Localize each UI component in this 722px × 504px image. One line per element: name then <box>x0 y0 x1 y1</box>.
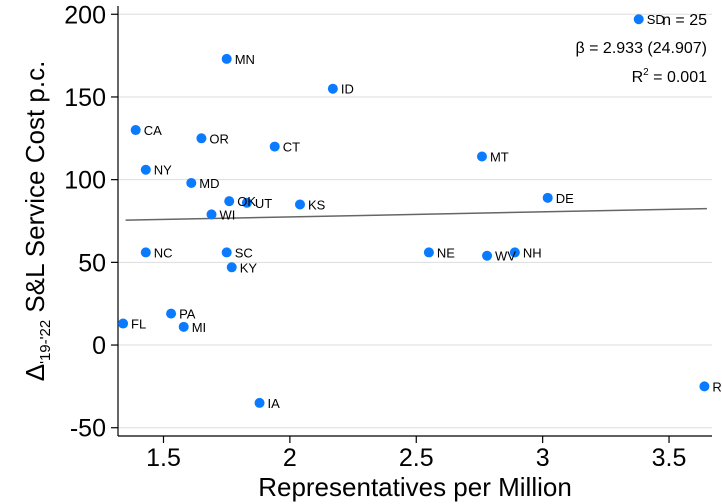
data-point-ky <box>226 262 237 273</box>
data-point-label: WV <box>495 249 516 264</box>
data-point-id <box>327 83 338 94</box>
y-axis-title-delta: Δ <box>20 364 50 381</box>
data-point-mi <box>178 321 189 332</box>
n-annotation: n = 25 <box>662 12 707 29</box>
data-point-label: OK <box>237 194 256 209</box>
r2-letter: R <box>632 69 644 86</box>
data-point-ne <box>423 247 434 258</box>
r2-value: = 0.001 <box>649 69 707 86</box>
x-tick-label: 2.5 <box>399 444 434 472</box>
x-axis-title: Representatives per Million <box>258 472 572 502</box>
data-point-ut <box>241 197 252 208</box>
data-point-label: FL <box>131 317 146 332</box>
y-axis-title-subscript: '19-'22 <box>37 320 54 364</box>
data-point-ri <box>699 381 710 392</box>
data-point-label: SC <box>235 245 253 260</box>
data-point-label: OR <box>209 131 229 146</box>
y-tick-label: 150 <box>64 84 106 112</box>
fit-line <box>125 207 707 221</box>
data-point-label: MT <box>490 150 509 165</box>
beta-annotation: β = 2.933 (24.907) <box>575 40 707 57</box>
data-point-label: KY <box>240 260 258 275</box>
data-point-pa <box>166 308 177 319</box>
x-tick-label: 2 <box>283 444 297 472</box>
data-point-or <box>196 133 207 144</box>
data-point-label: DE <box>556 191 574 206</box>
y-tick-label: -50 <box>70 415 106 443</box>
data-point-label: CA <box>144 123 162 138</box>
data-point-label: RI <box>712 379 722 394</box>
y-tick-label: 200 <box>64 1 106 29</box>
data-point-label: NC <box>154 245 173 260</box>
data-point-label: KS <box>308 197 326 212</box>
data-point-wv <box>482 250 493 261</box>
data-point-label: MI <box>192 320 206 335</box>
data-point-sd <box>633 14 644 25</box>
data-point-ny <box>140 164 151 175</box>
y-axis-title: Δ'19-'22 S&L Service Cost p.c. <box>20 61 54 382</box>
data-point-nc <box>140 247 151 258</box>
y-ticks: -50 0 50 100 150 200 <box>64 1 118 443</box>
data-point-nh <box>509 247 520 258</box>
data-point-ia <box>254 397 265 408</box>
data-point-wi <box>206 209 217 220</box>
data-point-label: MD <box>199 176 219 191</box>
data-point-sc <box>221 247 232 258</box>
x-ticks: 1.5 2 2.5 3 3.5 <box>146 436 686 472</box>
x-tick-label: 3.5 <box>652 444 687 472</box>
data-point-fl <box>118 318 129 329</box>
data-point-ct <box>269 141 280 152</box>
r2-annotation: R2 = 0.001 <box>632 67 708 86</box>
data-point-label: MN <box>235 52 255 67</box>
data-point-label: PA <box>179 307 196 322</box>
x-tick-label: 3 <box>536 444 550 472</box>
y-axis-title-main: S&L Service Cost p.c. <box>20 61 50 320</box>
data-point-label: NH <box>523 245 542 260</box>
data-point-mn <box>221 53 232 64</box>
data-point-label: NE <box>437 245 455 260</box>
data-point-ks <box>294 199 305 210</box>
data-point-md <box>186 177 197 188</box>
data-point-ca <box>130 125 141 136</box>
data-point-label: NY <box>154 163 172 178</box>
y-tick-label: 0 <box>92 332 106 360</box>
data-points <box>118 14 710 408</box>
r2-exponent: 2 <box>643 67 649 78</box>
data-point-label: WI <box>220 207 236 222</box>
data-point-label: UT <box>255 196 272 211</box>
data-point-label: ID <box>341 82 354 97</box>
data-point-label: CT <box>283 140 300 155</box>
data-point-ok <box>224 196 235 207</box>
y-tick-label: 100 <box>64 167 106 195</box>
y-tick-label: 50 <box>78 249 106 277</box>
x-tick-label: 1.5 <box>146 444 181 472</box>
data-point-mt <box>476 151 487 162</box>
data-point-label: IA <box>268 396 281 411</box>
data-point-de <box>542 192 553 203</box>
gridlines <box>118 13 712 429</box>
data-point-label: SD <box>647 12 665 27</box>
